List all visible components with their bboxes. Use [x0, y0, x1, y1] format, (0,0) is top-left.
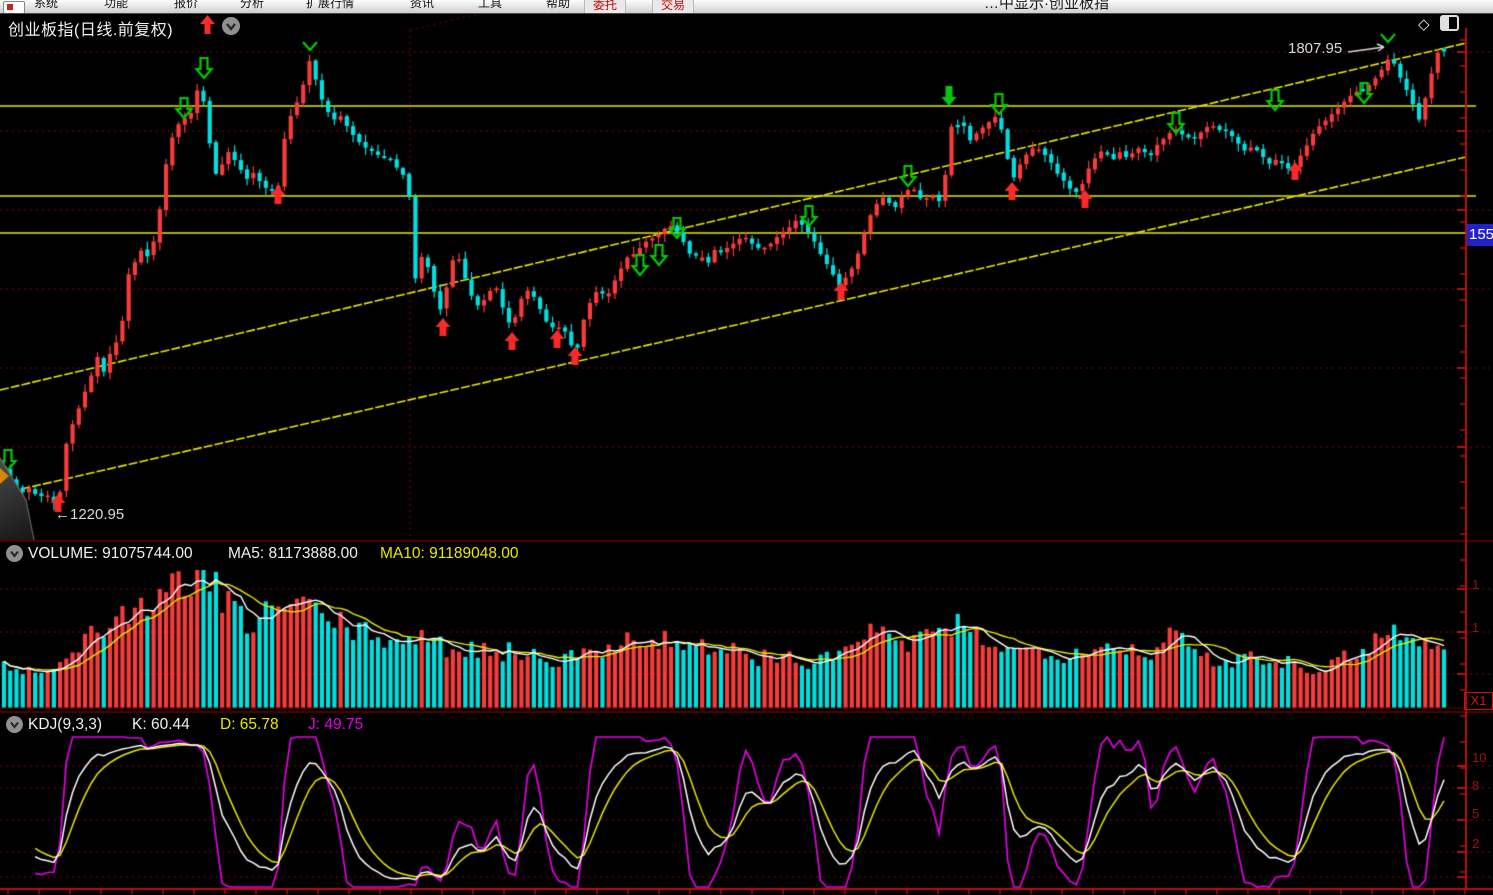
ma5-value: 81173888.00	[268, 545, 358, 562]
right-axis-label: 2	[1472, 836, 1480, 851]
volume-label: VOLUME:	[28, 545, 98, 562]
collapse-kdj-panel-icon[interactable]	[6, 716, 23, 733]
volume-value: 91075744.00	[102, 545, 193, 562]
low-price-label: ←1220.95	[55, 506, 125, 523]
current-price-axis-box: 155	[1467, 224, 1493, 246]
right-axis-label: 10	[1472, 750, 1487, 765]
menu-order-entry[interactable]: 委托	[584, 0, 627, 13]
chart-title: 创业板指(日线.前复权)	[8, 22, 174, 39]
ma10-value: 91189048.00	[429, 545, 519, 562]
menu-help[interactable]: 帮助	[546, 0, 571, 10]
price-up-arrow-icon	[200, 15, 215, 34]
right-axis-label: 1	[1472, 620, 1480, 635]
menu-tools[interactable]: 工具	[478, 0, 503, 10]
right-axis-label: 5	[1472, 806, 1480, 821]
menu-analysis[interactable]: 分析	[240, 0, 265, 10]
menu-quotes[interactable]: 报价	[174, 0, 199, 10]
menu-extended-quotes[interactable]: 扩展行情	[306, 0, 355, 10]
collapse-volume-panel-icon[interactable]	[6, 545, 23, 562]
diamond-icon[interactable]: ◇	[1418, 16, 1430, 33]
kdj-k-value: K: 60.44	[132, 716, 190, 733]
menu-function[interactable]: 功能	[104, 0, 129, 10]
kdj-label: KDJ(9,3,3)	[28, 716, 103, 733]
menu-trade[interactable]: 交易	[652, 0, 695, 13]
ma5-label: MA5:	[228, 545, 265, 562]
collapse-main-chart-icon[interactable]	[222, 17, 240, 35]
kdj-j-value: J: 49.75	[308, 716, 364, 733]
menu-system[interactable]: 系统	[34, 0, 59, 10]
app-logo-icon	[3, 1, 25, 13]
window-hint-text: …中显示·创业板指	[984, 0, 1109, 12]
volume-scale-badge: X1	[1464, 692, 1493, 710]
right-axis-label: 8	[1472, 778, 1480, 793]
split-window-icon[interactable]	[1439, 15, 1459, 31]
window-controls: ◇	[1418, 15, 1459, 34]
menu-bar: 系统 功能 报价 分析 扩展行情 资讯 工具 帮助 委托 交易 …中显示·创业板…	[0, 0, 1493, 14]
menu-info[interactable]: 资讯	[410, 0, 435, 10]
right-axis-label: 1	[1472, 577, 1480, 592]
kdj-d-value: D: 65.78	[220, 716, 279, 733]
ma10-label: MA10:	[380, 545, 425, 562]
high-price-label: 1807.95	[1288, 40, 1343, 57]
